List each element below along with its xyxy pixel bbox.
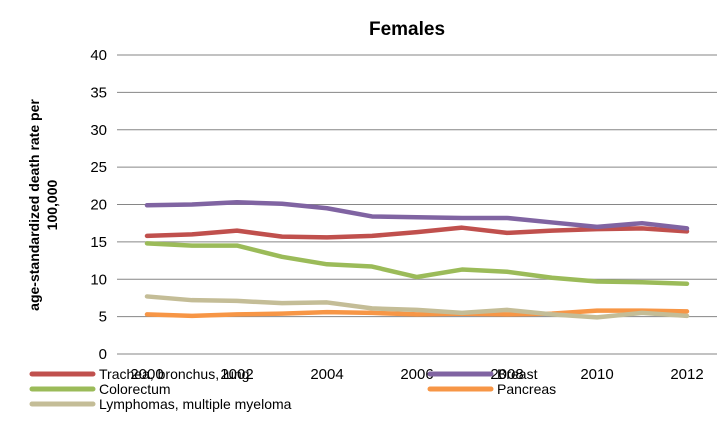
x-tick-label: 2004 bbox=[310, 366, 343, 383]
legend-label-4: Lymphomas, multiple myeloma bbox=[99, 396, 292, 412]
y-tick-label: 30 bbox=[90, 122, 107, 139]
legend-label-2: Colorectum bbox=[99, 381, 171, 397]
y-axis-label-line-2: 100,000 bbox=[44, 179, 60, 230]
series-line-3 bbox=[144, 308, 690, 319]
y-tick-label: 40 bbox=[90, 47, 107, 64]
y-tick-label: 0 bbox=[99, 346, 107, 363]
x-tick-label: 2000 bbox=[130, 366, 163, 383]
x-tick-label: 2010 bbox=[580, 366, 613, 383]
y-axis-ticks: 0 5 10 15 20 25 30 35 40 bbox=[90, 47, 107, 363]
x-tick-label: 2006 bbox=[400, 366, 433, 383]
series-line-2 bbox=[144, 241, 690, 286]
series-line-1 bbox=[144, 200, 690, 231]
series-line-4 bbox=[144, 294, 690, 320]
y-tick-label: 10 bbox=[90, 271, 107, 288]
x-tick-label: 2008 bbox=[490, 366, 523, 383]
y-axis-label-line-1: age-standardized death rate per bbox=[26, 99, 42, 311]
y-tick-label: 15 bbox=[90, 234, 107, 251]
y-tick-label: 35 bbox=[90, 84, 107, 101]
y-tick-label: 25 bbox=[90, 159, 107, 176]
x-tick-label: 2002 bbox=[220, 366, 253, 383]
y-tick-label: 5 bbox=[99, 309, 107, 326]
y-tick-label: 20 bbox=[90, 197, 107, 214]
legend: Trachea, bronchus, lung Breast Colorectum P… bbox=[29, 366, 556, 412]
legend-label-0: Trachea, bronchus, lung bbox=[99, 366, 249, 382]
series-line-0 bbox=[144, 225, 690, 240]
chart-title: Females bbox=[369, 19, 445, 40]
x-tick-label: 2012 bbox=[670, 366, 703, 383]
legend-label-3: Pancreas bbox=[497, 381, 556, 397]
series-lines bbox=[144, 200, 690, 320]
x-axis-ticks: 2000 2002 2004 2006 2008 2010 2012 bbox=[130, 366, 703, 383]
legend-label-1: Breast bbox=[497, 366, 538, 382]
